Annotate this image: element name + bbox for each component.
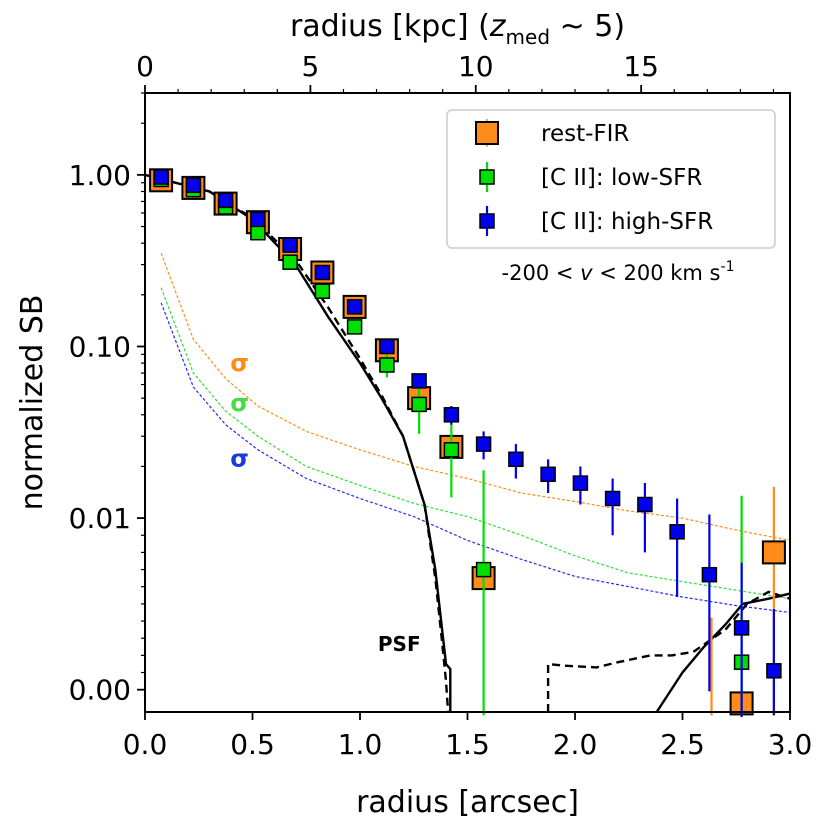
legend-label: [C II]: high-SFR [541,209,713,235]
top-x-tick-label: 15 [623,50,659,83]
cii-high-sfr-point [314,264,331,281]
cii-high-sfr-point [637,496,653,513]
cii-high-sfr-point [508,451,524,468]
cii-low-sfr-point [314,283,331,299]
sigma-label-2: σ [230,389,249,417]
top-x-tick-label: 10 [458,50,494,83]
legend-entry: [C II]: low-SFR [479,162,702,192]
cii-high-sfr-point [475,436,492,452]
x-tick-label: 2.0 [553,728,598,761]
cii-low-sfr-point [250,224,266,241]
legend-box [446,109,776,249]
x-tick-label: 0.0 [123,728,168,761]
cii-high-sfr-point [153,169,169,185]
cii-high-sfr-point [604,490,621,507]
top-x-axis-title: radius [kpc] (zmed ~ 5) [290,9,625,49]
psf-label: PSF [378,632,421,656]
y-axis-title: normalized SB [15,295,50,511]
cii-low-sfr-point [443,442,460,458]
legend-marker [479,169,495,185]
cii-high-sfr-point [443,407,460,423]
axis-ticks: 0.0 0.5 1.0 1.5 2.0 2.5 3.0 0 5 10 15 0.00 0.01 0.10 1… [69,50,813,761]
legend-label: rest-FIR [541,121,629,147]
cii-high-sfr-point [701,566,718,583]
legend-marker [475,121,499,145]
sigma-noise-curves [160,252,791,614]
top-x-tick-label: 5 [301,50,319,83]
cii-low-sfr-point [346,319,363,335]
cii-high-sfr-point [185,177,202,194]
sigma-curve-1 [160,252,791,541]
y-tick-label: 0.01 [69,502,131,535]
legend-entry: rest-FIR [475,119,629,147]
y-tick-label: 0.10 [69,330,131,363]
rest-fir-point [761,540,786,565]
y-tick-label: 1.00 [69,159,131,192]
legend: rest-FIR [C II]: low-SFR [C II]: high-SFR [446,109,776,249]
x-tick-label: 3.0 [768,728,813,761]
cii-high-sfr-point [217,192,234,209]
x-tick-label: 0.5 [230,728,275,761]
legend-label: [C II]: low-SFR [541,165,702,191]
cii-high-sfr-point [282,237,298,253]
sigma-label-1: σ [230,349,249,377]
cii-high-sfr-point [766,663,782,679]
sigma-curve-3 [160,302,791,614]
cii-high-sfr-point [669,524,685,540]
cii-low-sfr-point [282,254,298,270]
cii-low-sfr-point [475,561,492,578]
cii-low-sfr-point [379,357,395,373]
x-tick-label: 1.0 [338,728,383,761]
cii-high-sfr-point [250,211,266,228]
cii-high-sfr-point [540,466,556,483]
sigma-curve-2 [160,287,791,600]
cii-high-sfr-point [572,475,589,491]
x-tick-label: 2.5 [660,728,705,761]
data-points [149,168,786,718]
x-axis-title: radius [arcsec] [356,785,579,820]
cii-low-sfr-point [411,396,427,413]
x-tick-label: 1.5 [445,728,490,761]
cii-high-sfr-point [379,338,395,355]
psf-dashed-tail-line [546,590,791,712]
legend-entry: [C II]: high-SFR [479,206,713,236]
cii-high-sfr-point [411,373,427,389]
psf-solid-tail-line [655,592,791,713]
y-tick-label: 0.00 [69,674,131,707]
velocity-range-annotation: -200 < v < 200 km s-1 [502,259,735,285]
legend-marker [479,213,495,229]
cii-high-sfr-point [346,299,363,315]
sigma-labels: σσσ [230,349,249,472]
top-x-tick-label: 0 [136,50,154,83]
sigma-label-3: σ [230,444,249,472]
cii-high-sfr-point [733,620,750,636]
